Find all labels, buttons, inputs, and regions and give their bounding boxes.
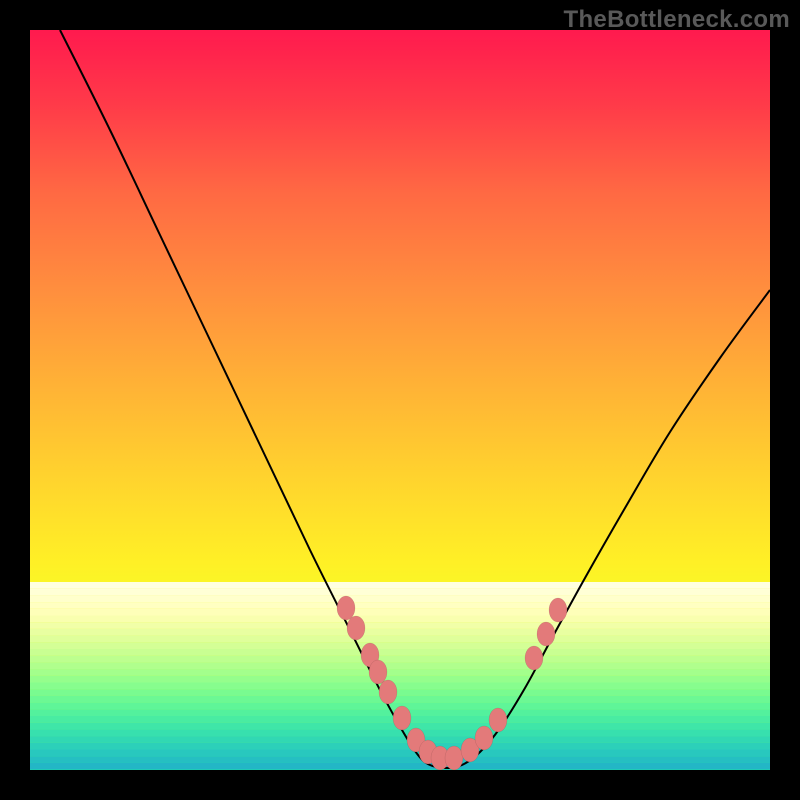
chart-svg — [30, 30, 770, 770]
marker-point — [475, 726, 493, 750]
marker-point — [525, 646, 543, 670]
bottom-bands — [30, 582, 770, 770]
marker-point — [445, 746, 463, 770]
marker-point — [393, 706, 411, 730]
chart-plot-area — [30, 30, 770, 770]
marker-point — [379, 680, 397, 704]
marker-point — [489, 708, 507, 732]
marker-point — [537, 622, 555, 646]
marker-point — [549, 598, 567, 622]
marker-point — [369, 660, 387, 684]
marker-point — [337, 596, 355, 620]
marker-point — [347, 616, 365, 640]
